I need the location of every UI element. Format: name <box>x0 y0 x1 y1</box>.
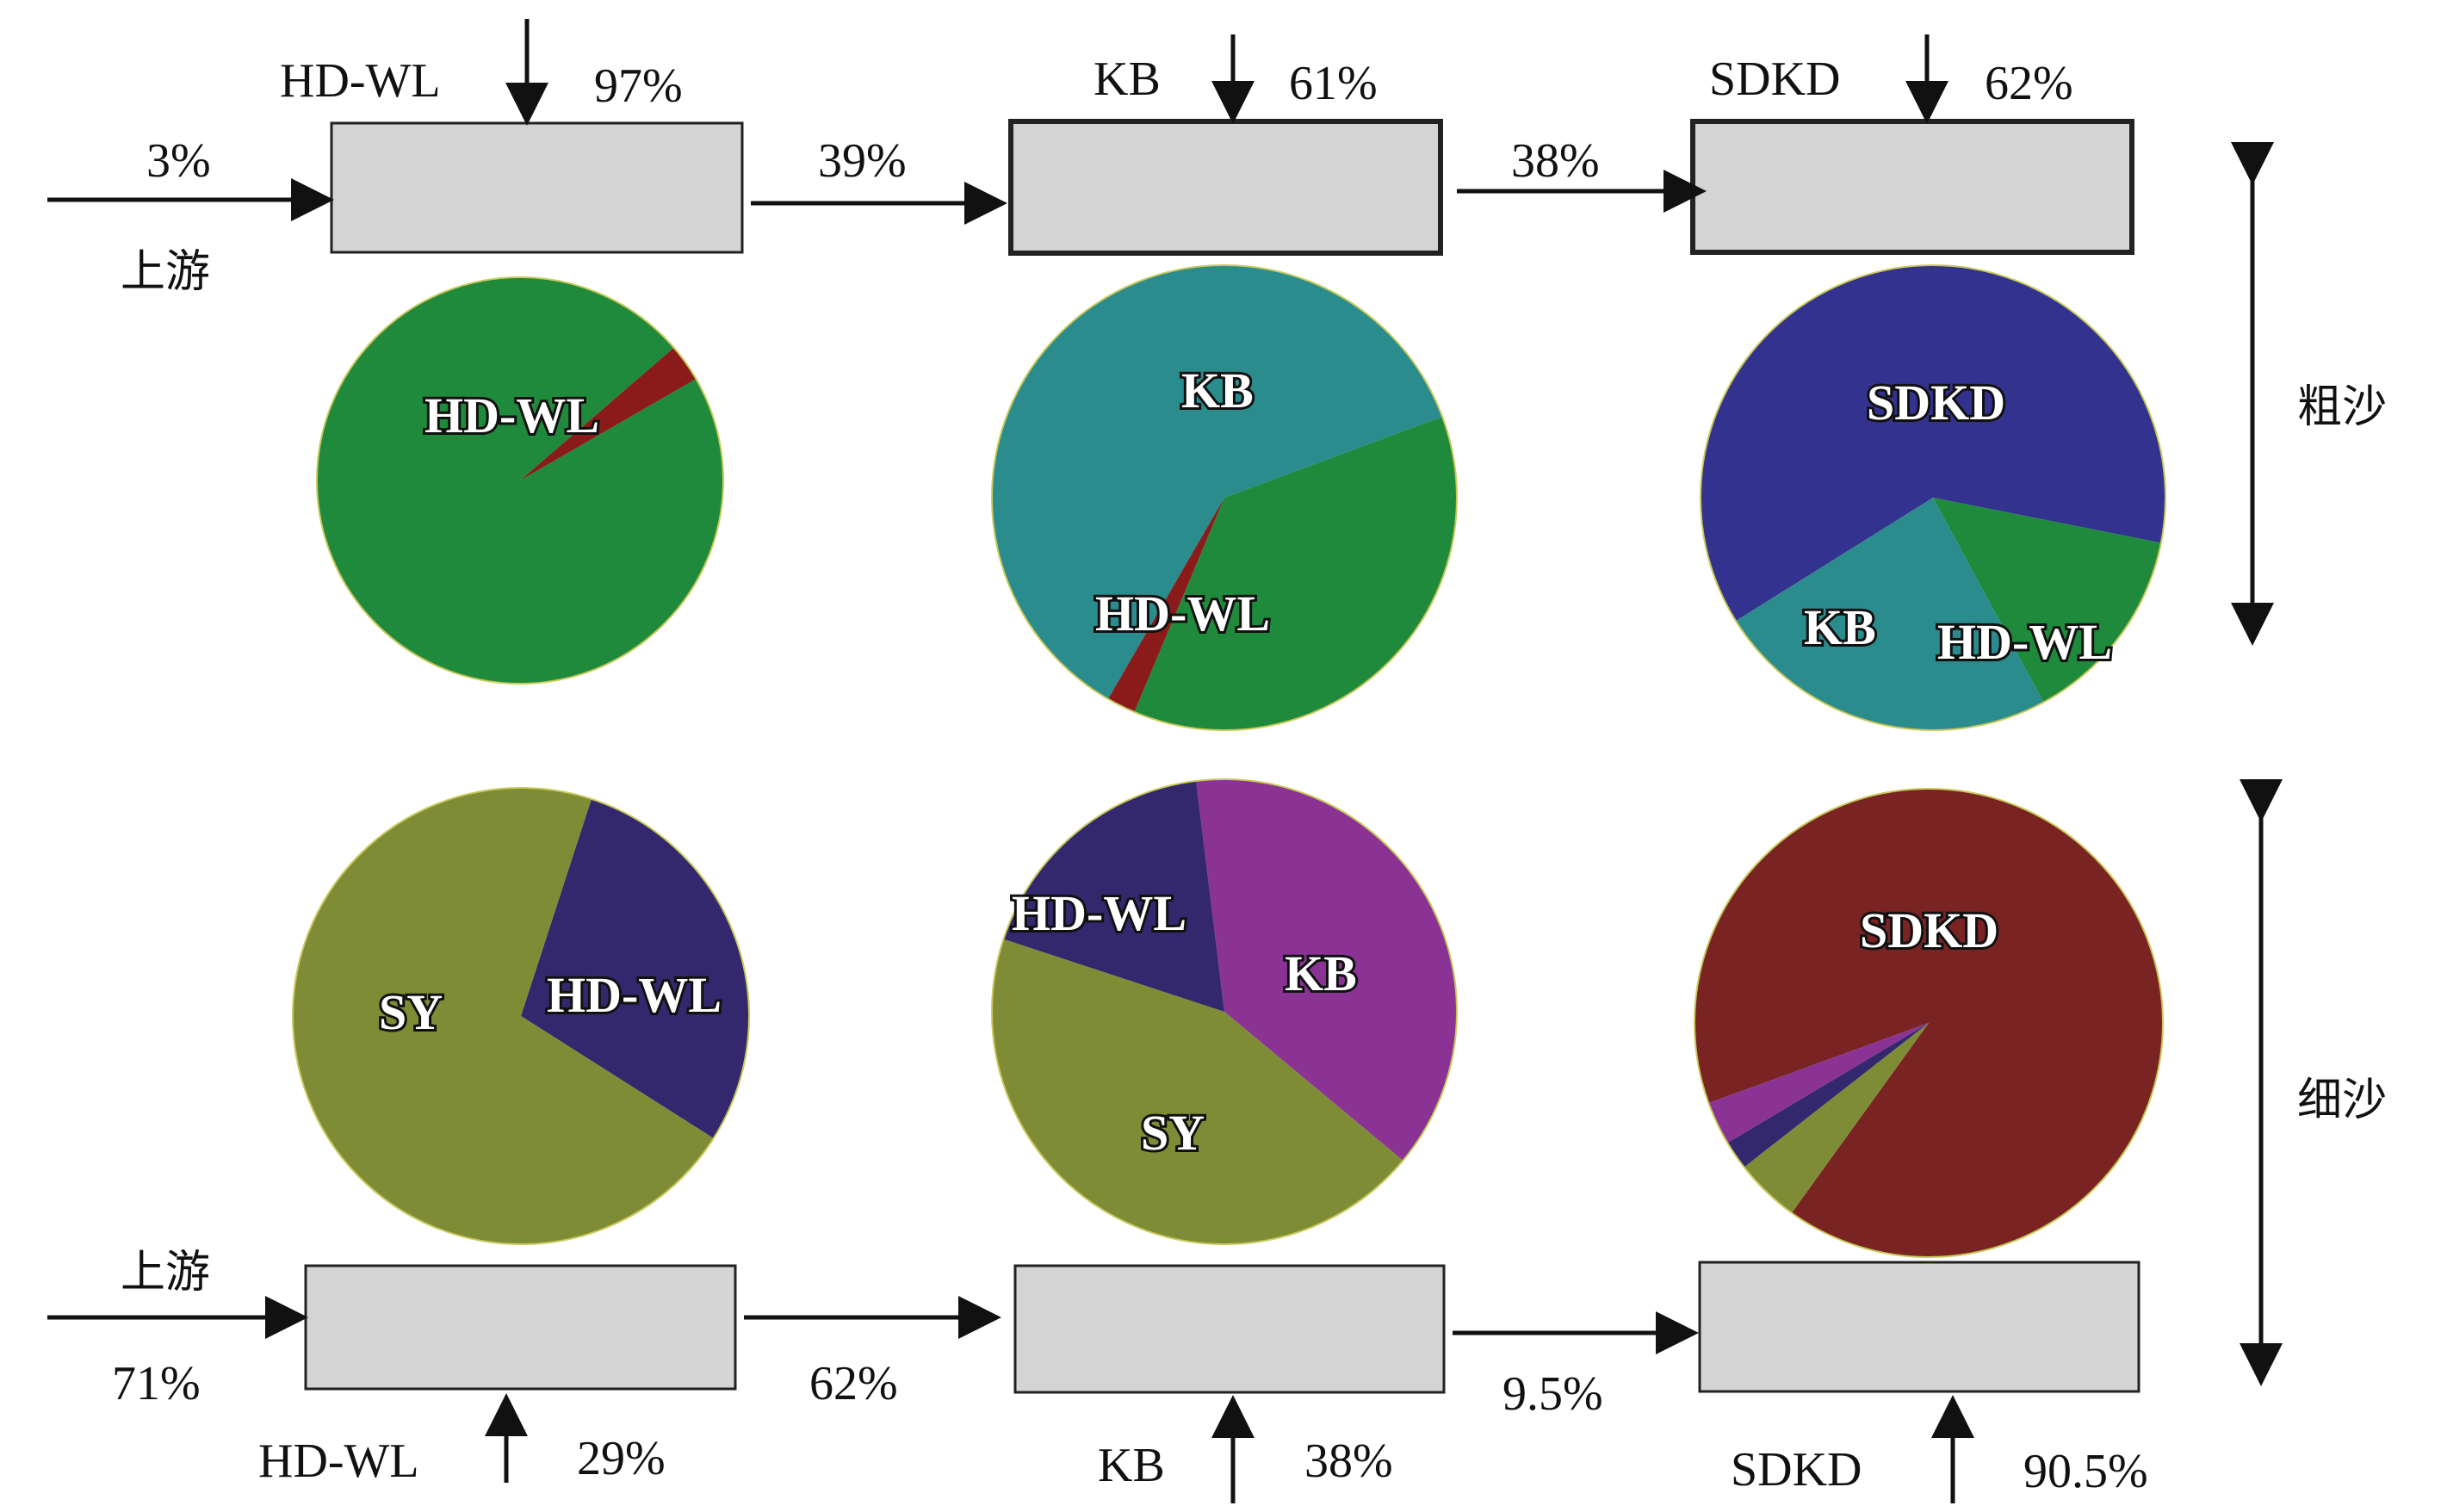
coarse-pie-sdkd-label-2: HD-WL <box>1937 614 2112 670</box>
fine-side-label: 细沙 <box>2297 1075 2387 1126</box>
coarse-pie-sdkd-slice-hdwl <box>1933 498 2161 703</box>
coarse-input-pct-sdkd: 62% <box>1985 57 2073 110</box>
coarse-pie-kb-label-1: HD-WL <box>1095 586 1270 641</box>
coarse-input-pct-hdwl: 97% <box>594 59 683 113</box>
fine-input-pct-sdkd: 90.5% <box>2023 1445 2148 1498</box>
fine-pie-sdkd-slice-sy <box>1744 1023 1929 1213</box>
fine-transfer-pct-2: 9.5% <box>1502 1367 1603 1421</box>
fine-transfer-pct-1: 62% <box>809 1357 898 1410</box>
coarse-box-hdwl <box>330 121 744 254</box>
coarse-pie-kb-rim <box>991 264 1458 731</box>
coarse-pie-hdwl-slice-upstream <box>520 347 697 480</box>
fine-pie-hdwl-rim <box>292 787 750 1245</box>
fine-pie-kb-slice-kb <box>1196 778 1457 1161</box>
fine-pie-kb-label-2: SY <box>1141 1105 1205 1161</box>
coarse-pie-sdkd <box>1700 264 2166 731</box>
coarse-input-pct-kb: 61% <box>1289 57 1378 110</box>
coarse-box-sdkd <box>1690 119 2134 255</box>
coarse-pie-sdkd-label-0: SDKD <box>1867 375 2005 431</box>
coarse-pie-sdkd-rim <box>1700 264 2166 731</box>
fine-pie-sdkd-slice-sdkd <box>1694 788 2163 1257</box>
coarse-transfer-pct-2: 38% <box>1511 134 1600 188</box>
fine-station-label-hdwl: HD-WL <box>258 1435 419 1488</box>
coarse-pie-kb-slice-upstream <box>1108 498 1224 712</box>
coarse-station-label-sdkd: SDKD <box>1709 53 1840 106</box>
coarse-row: HD-WL 97% KB 61% SDKD 62% 3% 上游 39% 38% … <box>47 19 2387 731</box>
coarse-upstream-label: 上游 <box>121 246 210 298</box>
fine-input-pct-kb: 38% <box>1304 1435 1393 1488</box>
coarse-box-kb <box>1008 119 1443 256</box>
fine-input-pct-hdwl: 29% <box>577 1432 666 1485</box>
coarse-pie-hdwl-slice-hdwl <box>317 277 724 685</box>
coarse-station-label-hdwl: HD-WL <box>280 54 441 108</box>
coarse-pie-kb-slice-kb <box>992 264 1443 699</box>
fine-pie-hdwl <box>292 787 750 1245</box>
fine-pie-sdkd-slice-hdwl <box>1727 1023 1929 1168</box>
coarse-pie-kb-slice-hdwl <box>1134 416 1457 730</box>
coarse-pie-kb-label-0: KB <box>1181 363 1254 418</box>
fine-box-hdwl <box>304 1264 737 1391</box>
fine-row: 上游 71% 62% 9.5% HD-WL 29% KB 38% SDKD 90… <box>47 778 2387 1503</box>
coarse-upstream-pct: 3% <box>146 134 211 188</box>
fine-pie-kb-label-1: KB <box>1285 945 1357 1001</box>
coarse-pie-sdkd-label-1: KB <box>1804 599 1876 655</box>
fine-pie-kb-rim <box>991 778 1458 1245</box>
fine-upstream-label: 上游 <box>121 1247 210 1298</box>
fine-pie-sdkd-rim <box>1694 788 2164 1258</box>
coarse-transfer-pct-1: 39% <box>818 134 907 188</box>
fine-pie-hdwl-slice-sy <box>292 788 714 1244</box>
coarse-pie-sdkd-slice-kb <box>1736 498 2044 730</box>
fine-pie-kb-label-0: HD-WL <box>1012 885 1186 941</box>
fine-pie-hdwl-label-0: SY <box>379 984 443 1040</box>
fine-pie-hdwl-slice-hdwl <box>521 798 749 1138</box>
fine-box-sdkd <box>1698 1261 2141 1393</box>
fine-pie-hdwl-label-1: HD-WL <box>547 967 722 1023</box>
coarse-side-label: 粗沙 <box>2297 381 2387 433</box>
fine-upstream-pct: 71% <box>112 1357 201 1410</box>
coarse-station-label-kb: KB <box>1093 53 1161 106</box>
fine-box-kb <box>1013 1264 1446 1394</box>
fine-pie-kb-slice-hdwl <box>1003 781 1224 1012</box>
coarse-pie-kb <box>991 264 1458 731</box>
coarse-pie-sdkd-slice-sdkd <box>1700 265 2165 622</box>
fine-pie-sdkd <box>1694 788 2164 1258</box>
fine-pie-kb-slice-sy <box>992 939 1403 1244</box>
fine-pie-sdkd-slice-kb <box>1708 1023 1929 1143</box>
fine-pie-sdkd-label-0: SDKD <box>1860 902 1998 958</box>
coarse-pie-hdwl <box>316 276 724 685</box>
fine-station-label-kb: KB <box>1098 1439 1165 1492</box>
coarse-pie-hdwl-label-0: HD-WL <box>424 387 599 443</box>
coarse-pie-hdwl-rim <box>316 276 724 685</box>
fine-pie-kb <box>991 778 1458 1245</box>
fine-station-label-sdkd: SDKD <box>1731 1443 1862 1497</box>
